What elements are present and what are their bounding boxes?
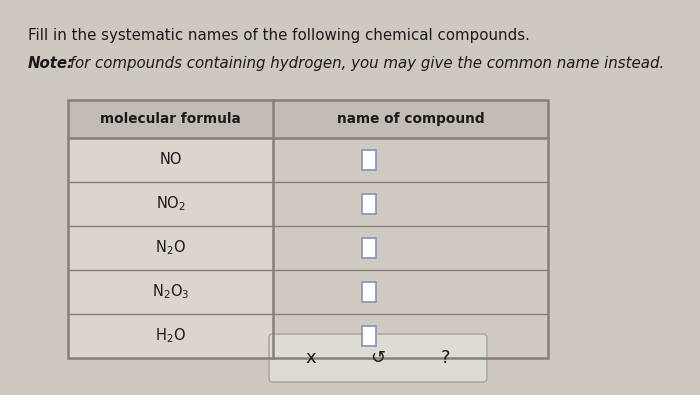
Text: N$_2$O: N$_2$O: [155, 239, 186, 258]
Text: NO: NO: [160, 152, 182, 167]
Text: Fill in the systematic names of the following chemical compounds.: Fill in the systematic names of the foll…: [28, 28, 530, 43]
Text: H$_2$O: H$_2$O: [155, 327, 186, 345]
Text: for compounds containing hydrogen, you may give the common name instead.: for compounds containing hydrogen, you m…: [65, 56, 664, 71]
Bar: [363, 150, 377, 170]
Text: molecular formula: molecular formula: [100, 112, 241, 126]
Text: name of compound: name of compound: [337, 112, 484, 126]
Bar: [363, 326, 377, 346]
Text: N$_2$O$_3$: N$_2$O$_3$: [152, 283, 189, 301]
Text: ↺: ↺: [370, 349, 386, 367]
FancyBboxPatch shape: [269, 334, 487, 382]
Bar: [68, 100, 548, 358]
Text: x: x: [305, 349, 316, 367]
Text: NO$_2$: NO$_2$: [155, 195, 186, 213]
Text: ?: ?: [440, 349, 450, 367]
Bar: [68, 100, 273, 358]
Bar: [363, 194, 377, 214]
Bar: [68, 100, 548, 138]
Bar: [363, 238, 377, 258]
Text: Note:: Note:: [28, 56, 74, 71]
Bar: [273, 100, 548, 358]
Bar: [363, 282, 377, 302]
